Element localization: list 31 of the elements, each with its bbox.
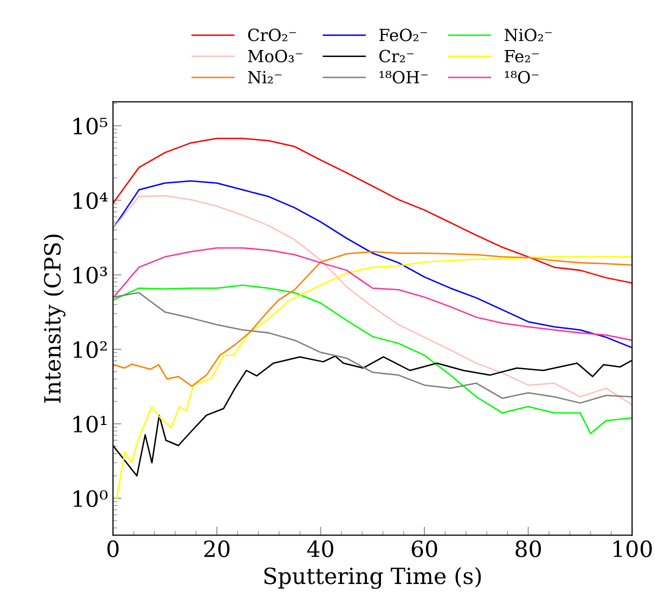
y-tick-label: 10⁴: [74, 192, 108, 210]
legend-label: CrO₂⁻: [248, 28, 296, 42]
x-tick-label: 60: [412, 540, 438, 558]
y-tick-label: 10⁰: [74, 490, 108, 508]
x-axis-title: Sputtering Time (s): [264, 567, 481, 589]
y-tick-label: 10⁵: [74, 118, 108, 135]
legend-label: ¹⁸O⁻: [505, 70, 539, 84]
line-series: [116, 256, 632, 499]
line-series: [112, 180, 632, 348]
line-series: [113, 251, 632, 387]
y-axis-title: Intensity (CPS): [44, 234, 66, 403]
x-tick-label: 40: [307, 540, 334, 558]
y-tick-label: 10³: [74, 266, 107, 284]
line-series: [112, 284, 632, 434]
legend-label: ¹⁸OH⁻: [380, 70, 428, 84]
y-tick-label: 10¹: [74, 416, 106, 433]
x-tick-label: 80: [516, 540, 541, 558]
line-series: [112, 195, 632, 406]
y-tick-label: 10²: [74, 341, 107, 358]
legend-label: Fe₂⁻: [504, 50, 539, 62]
legend-label: NiO₂⁻: [504, 28, 552, 42]
legend-label: Ni₂⁻: [248, 71, 282, 84]
legend-label: Cr₂⁻: [379, 50, 414, 62]
line-series: [112, 292, 632, 404]
x-tick-label: 0: [107, 540, 119, 558]
line-series: [112, 247, 632, 341]
x-tick-label: 100: [614, 540, 652, 558]
legend-label: FeO₂⁻: [379, 28, 427, 42]
legend-label: MoO₃⁻: [248, 50, 302, 62]
x-tick-label: 20: [204, 540, 230, 558]
line-series: [112, 138, 632, 284]
